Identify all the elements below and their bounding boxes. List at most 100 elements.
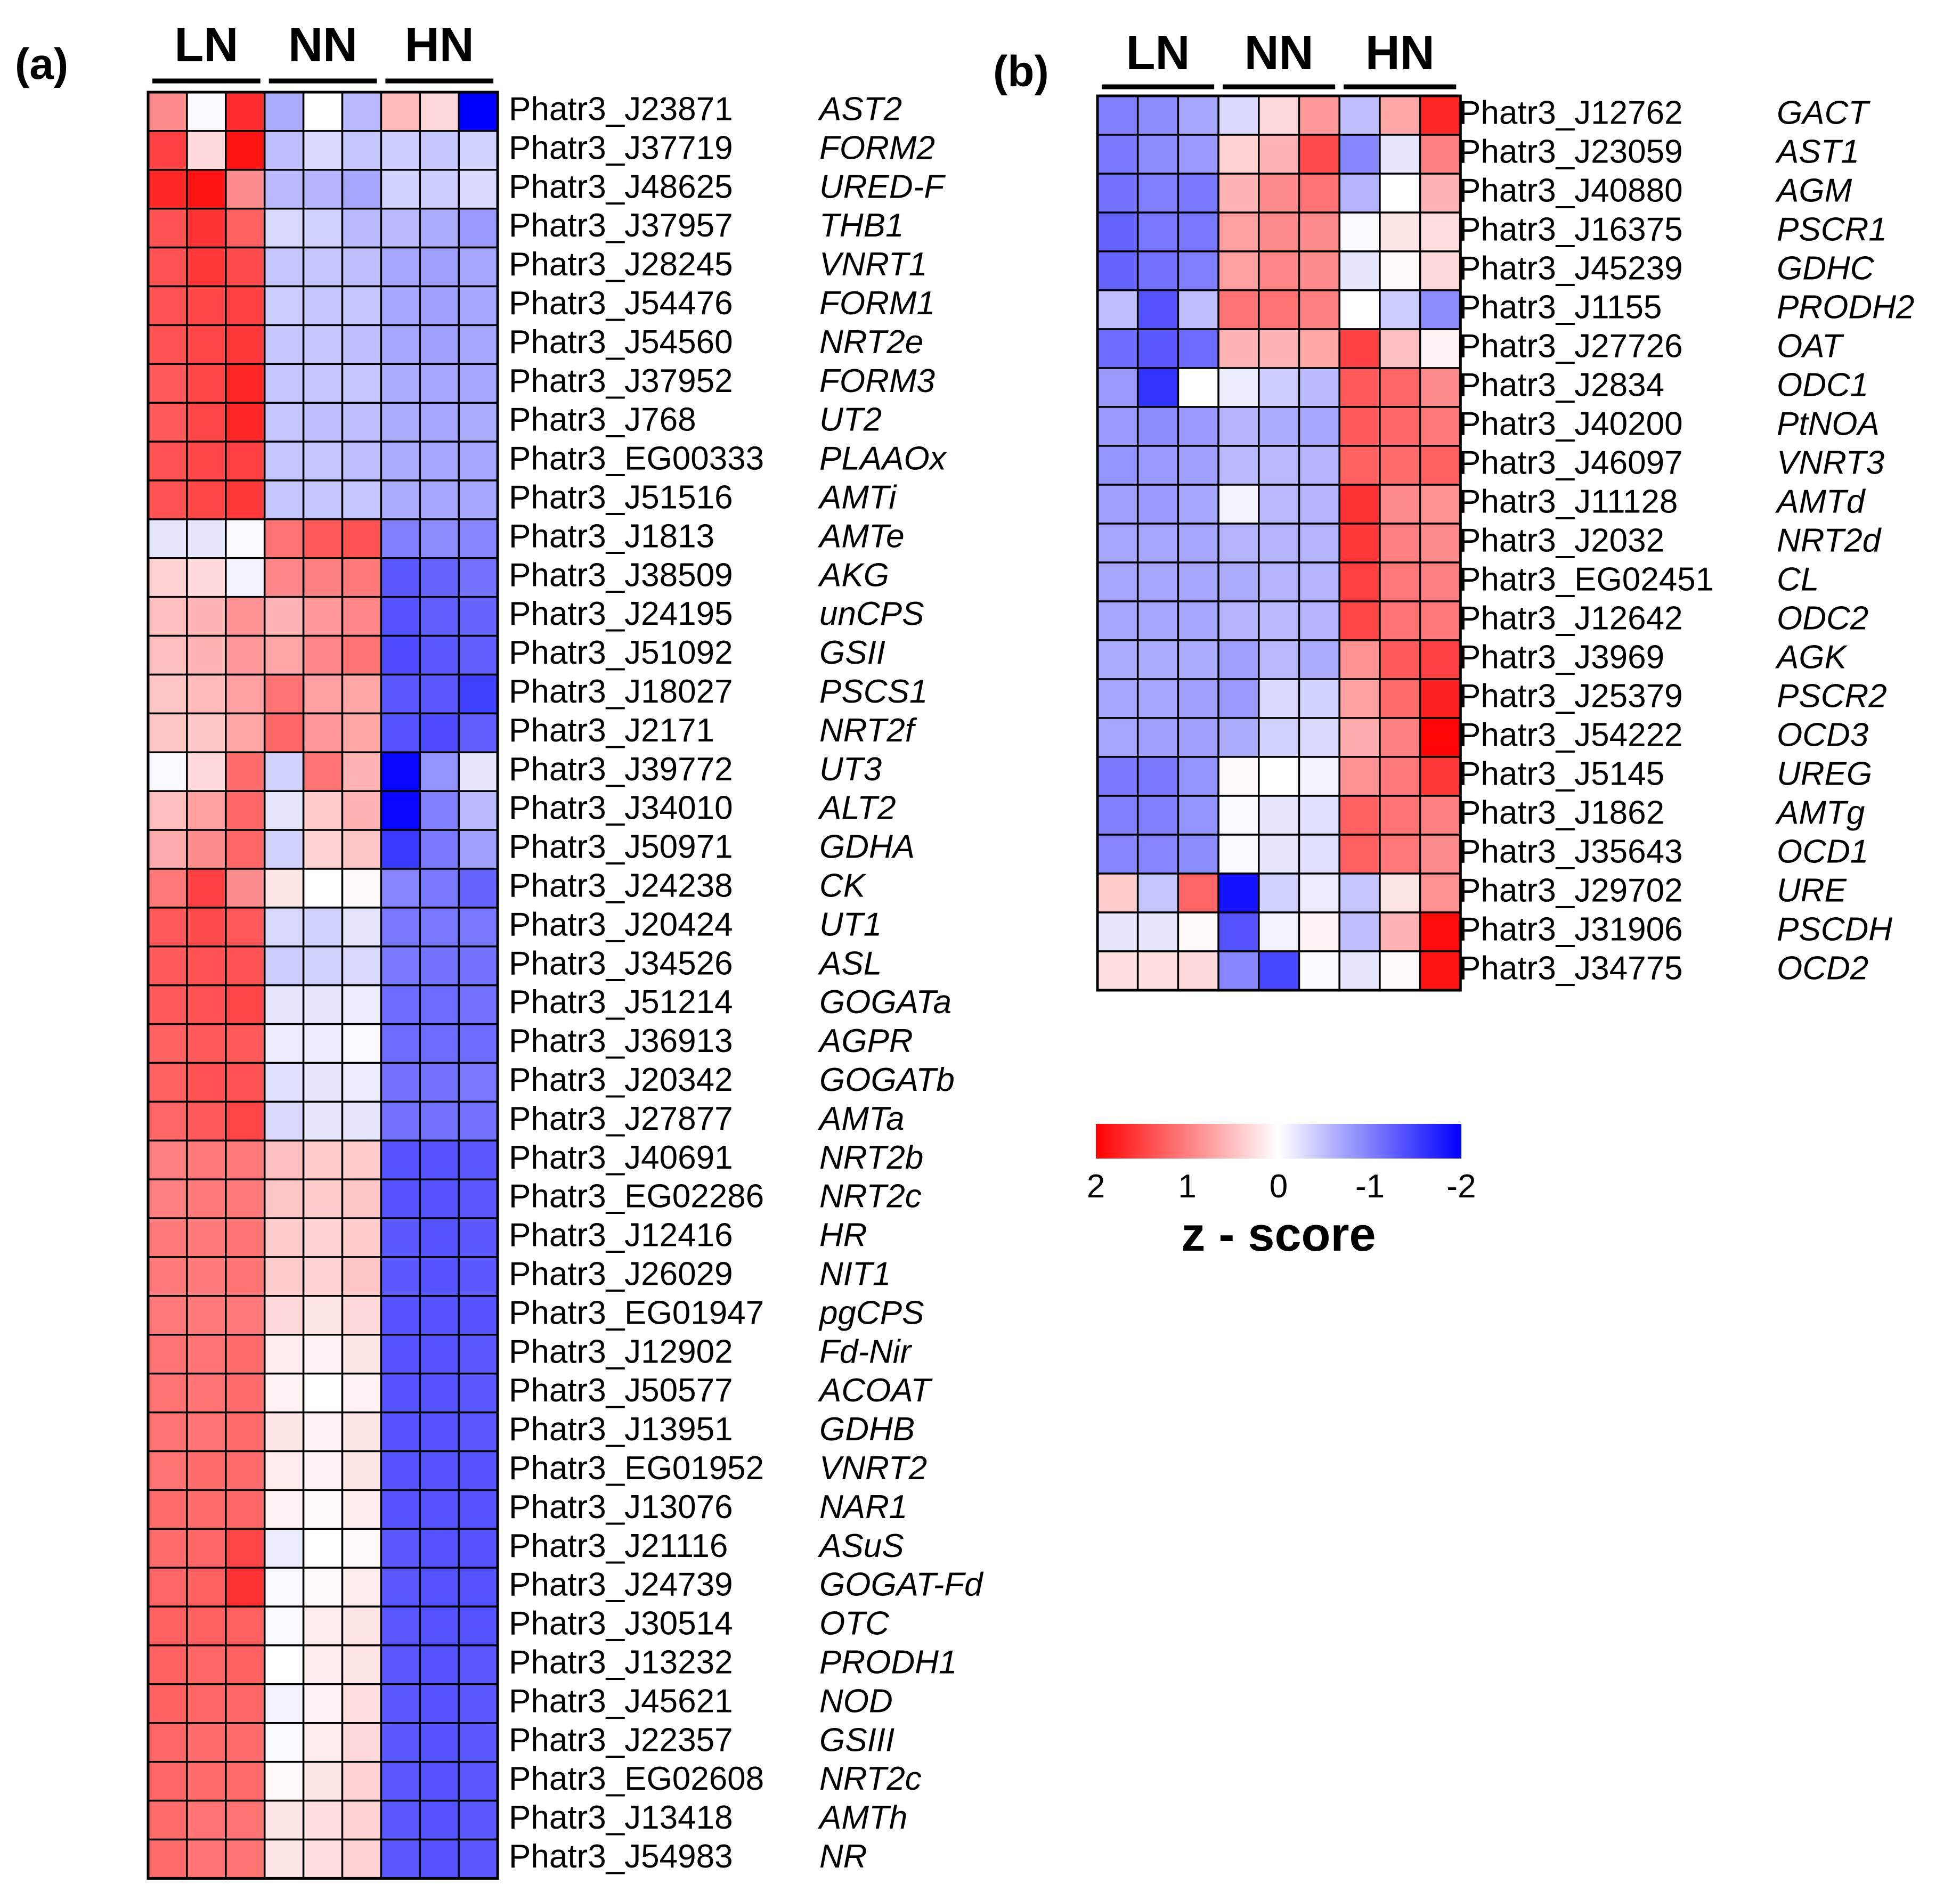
heatmap-cell — [225, 1722, 266, 1763]
heatmap-cell — [458, 91, 499, 132]
heatmap-cell — [225, 1295, 266, 1336]
row-label-id: Phatr3_EG02286 — [509, 1178, 764, 1215]
heatmap-cell — [419, 1178, 460, 1219]
heatmap-cell — [186, 169, 227, 210]
heatmap-cell — [186, 363, 227, 404]
heatmap-cell — [419, 1334, 460, 1375]
heatmap-cell — [458, 712, 499, 754]
heatmap-cell — [458, 363, 499, 404]
heatmap-cell — [302, 1450, 344, 1491]
row-label-id: Phatr3_J12642 — [1459, 600, 1683, 637]
heatmap-cell — [186, 712, 227, 754]
heatmap-cell — [458, 1567, 499, 1608]
heatmap-cell — [341, 1217, 383, 1258]
row-label-id: Phatr3_J13418 — [509, 1799, 733, 1836]
heatmap-cell — [225, 1605, 266, 1646]
heatmap-cell — [225, 1062, 266, 1103]
heatmap-cell — [458, 634, 499, 676]
heatmap-cell — [341, 1760, 383, 1802]
heatmap-cell — [419, 1644, 460, 1685]
heatmap-cell — [1136, 795, 1180, 836]
heatmap-cell — [263, 790, 305, 831]
heatmap-cell — [1419, 561, 1462, 602]
heatmap-cell — [302, 1023, 344, 1064]
heatmap-cell — [419, 91, 460, 132]
heatmap-cell — [147, 402, 188, 443]
heatmap-cell — [263, 712, 305, 754]
heatmap-cell — [458, 790, 499, 831]
heatmap-cell — [1217, 211, 1260, 252]
heatmap-cell — [1096, 911, 1139, 952]
row-label-gene: FORM2 — [819, 129, 935, 166]
heatmap-cell — [147, 1023, 188, 1064]
heatmap-cell — [263, 673, 305, 715]
row-label-id: Phatr3_J768 — [509, 402, 696, 438]
heatmap-cell — [1136, 561, 1180, 602]
row-label-id: Phatr3_J40200 — [1459, 406, 1683, 443]
heatmap-cell — [302, 169, 344, 210]
heatmap-cell — [1338, 328, 1381, 369]
heatmap-cell — [263, 285, 305, 327]
row-label-gene: AMTd — [1775, 484, 1866, 520]
heatmap-cell — [1177, 523, 1219, 564]
heatmap-cell — [380, 1295, 421, 1336]
heatmap-cell — [1136, 523, 1180, 564]
row-label-gene: URED-F — [819, 168, 946, 205]
heatmap-cell — [1258, 95, 1300, 136]
heatmap-cell — [1136, 756, 1180, 797]
heatmap-cell — [186, 1605, 227, 1646]
heatmap-cell — [1258, 561, 1300, 602]
heatmap-cell — [458, 130, 499, 171]
heatmap-cell — [419, 1683, 460, 1724]
heatmap-cell — [147, 1450, 188, 1491]
heatmap-cell — [1419, 367, 1462, 408]
heatmap-cell — [263, 1450, 305, 1491]
heatmap-cell — [1338, 678, 1381, 719]
heatmap-cell — [1419, 445, 1462, 486]
heatmap-cell — [1419, 289, 1462, 330]
heatmap-cell — [1136, 950, 1180, 991]
heatmap-cell — [341, 790, 383, 831]
row-label-gene: GACT — [1777, 95, 1870, 132]
heatmap-cell — [147, 1760, 188, 1802]
row-label-gene: OCD3 — [1777, 717, 1868, 754]
heatmap-cell — [147, 1062, 188, 1103]
heatmap-cell — [225, 91, 266, 132]
heatmap-cell — [186, 1139, 227, 1180]
panel-b-label: (b) — [993, 47, 1049, 96]
heatmap-cell — [341, 634, 383, 676]
heatmap-cell — [380, 1722, 421, 1763]
heatmap-cell — [302, 790, 344, 831]
heatmap-cell — [380, 751, 421, 792]
heatmap-cell — [302, 1760, 344, 1802]
heatmap-cell — [1096, 211, 1139, 252]
heatmap-cell — [147, 1489, 188, 1530]
heatmap-cell — [186, 1062, 227, 1103]
heatmap-cell — [225, 1838, 266, 1880]
row-label-gene: AGK — [1775, 639, 1848, 676]
heatmap-cell — [1258, 134, 1300, 175]
heatmap-cell — [1419, 872, 1462, 914]
heatmap-cell — [1217, 717, 1260, 758]
heatmap-cell — [458, 868, 499, 909]
heatmap-cell — [341, 984, 383, 1025]
heatmap-cell — [458, 557, 499, 598]
heatmap-cell — [225, 751, 266, 792]
colorbar: 2 1 0 -1 -2 z - score — [1087, 1124, 1476, 1261]
row-label-id: Phatr3_J3969 — [1459, 639, 1664, 676]
heatmap-cell — [341, 91, 383, 132]
heatmap-cell — [1177, 445, 1219, 486]
heatmap-cell — [302, 712, 344, 754]
heatmap-cell — [186, 1799, 227, 1841]
row-label-id: Phatr3_J12416 — [509, 1217, 733, 1254]
row-label-id: Phatr3_J37719 — [509, 129, 733, 166]
row-label-id: Phatr3_J2171 — [509, 712, 714, 749]
heatmap-cell — [341, 1023, 383, 1064]
row-label-gene: NIT1 — [819, 1255, 891, 1292]
heatmap-cell — [341, 441, 383, 482]
heatmap-cell — [1258, 834, 1300, 875]
heatmap-cell — [1217, 678, 1260, 719]
heatmap-cell — [380, 945, 421, 986]
heatmap-cell — [1096, 134, 1139, 175]
heatmap-cell — [1419, 406, 1462, 447]
